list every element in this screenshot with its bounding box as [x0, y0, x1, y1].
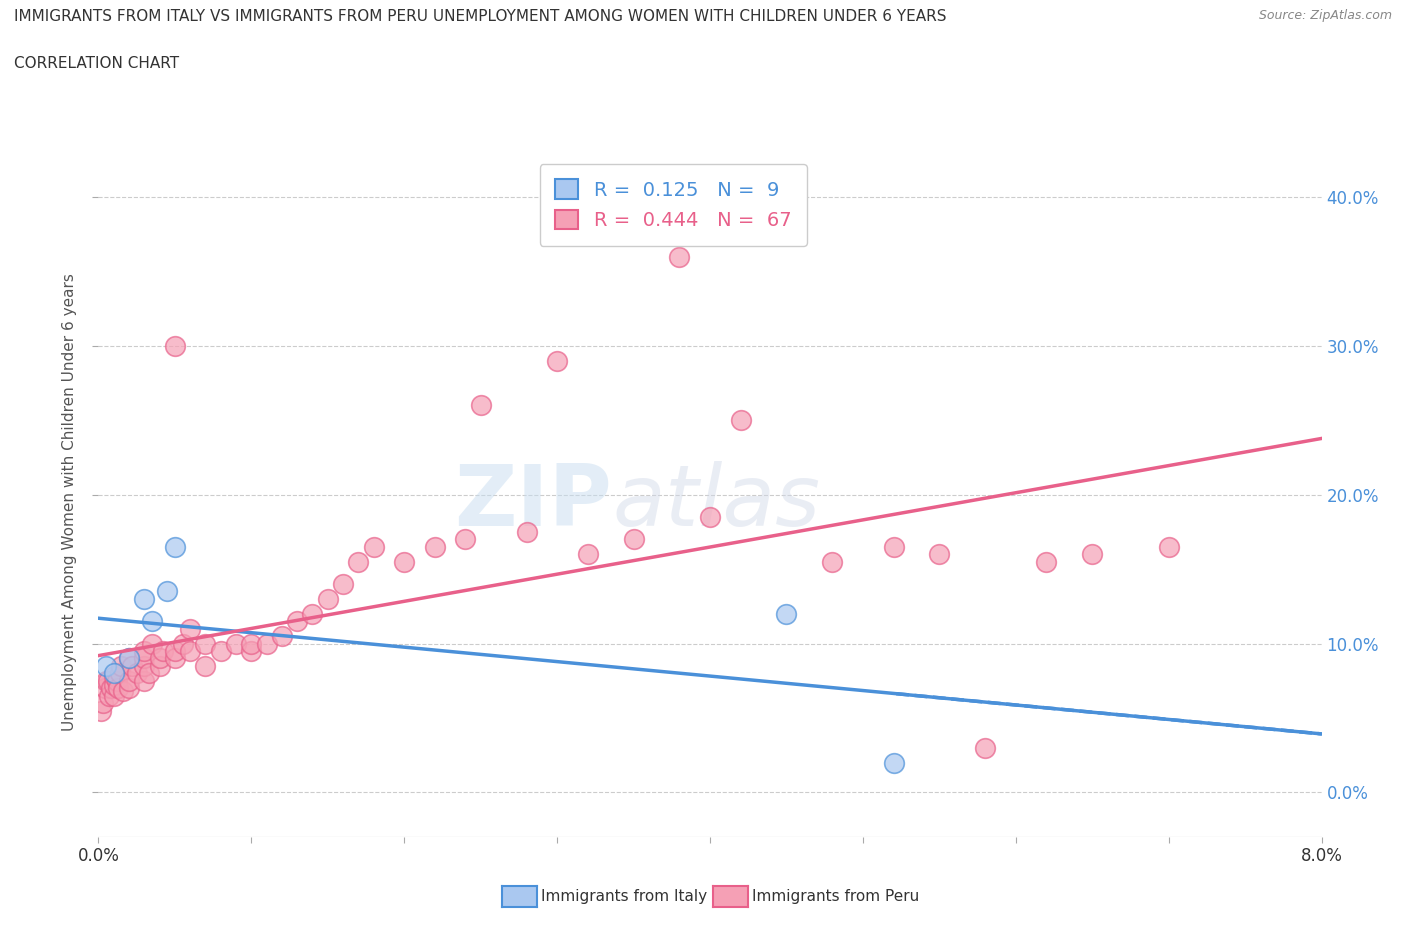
Point [149, 658, 172, 673]
Point [91, 696, 114, 711]
Point [240, 644, 263, 658]
Point [928, 547, 950, 562]
Point [107, 681, 129, 696]
Point [163, 644, 186, 658]
Point [118, 651, 141, 666]
Point [172, 636, 194, 651]
Point [668, 249, 690, 264]
Point [270, 629, 294, 644]
Point [121, 658, 143, 673]
Point [94, 673, 117, 688]
Point [821, 554, 844, 569]
Text: atlas: atlas [612, 460, 820, 544]
Point [103, 678, 125, 693]
Point [332, 577, 354, 591]
Point [103, 688, 125, 703]
Point [152, 644, 174, 658]
Text: Immigrants from Italy: Immigrants from Italy [541, 889, 707, 904]
Point [156, 584, 179, 599]
Point [209, 644, 232, 658]
Point [883, 539, 905, 554]
Point [141, 636, 163, 651]
Point [974, 740, 997, 755]
Point [98, 688, 121, 703]
Point [103, 666, 125, 681]
Point [94, 658, 117, 673]
Point [149, 651, 172, 666]
Point [516, 525, 538, 539]
Point [623, 532, 645, 547]
Point [90, 703, 112, 718]
Point [1081, 547, 1104, 562]
Point [883, 755, 905, 770]
Point [138, 666, 160, 681]
Text: Immigrants from Peru: Immigrants from Peru [752, 889, 920, 904]
Point [103, 669, 125, 684]
Point [316, 591, 339, 606]
Text: CORRELATION CHART: CORRELATION CHART [14, 56, 179, 71]
Point [730, 413, 752, 428]
Point [93, 681, 115, 696]
Point [134, 673, 156, 688]
Point [423, 539, 446, 554]
Point [163, 339, 186, 353]
Point [225, 636, 247, 651]
Point [699, 510, 721, 525]
Point [179, 621, 201, 636]
Point [134, 651, 156, 666]
Point [194, 658, 217, 673]
Point [125, 666, 148, 681]
Point [163, 539, 186, 554]
Point [97, 673, 120, 688]
Point [105, 673, 128, 688]
Point [134, 658, 156, 673]
Point [240, 636, 263, 651]
Point [546, 353, 568, 368]
Point [194, 636, 217, 651]
Point [108, 666, 131, 681]
Point [363, 539, 385, 554]
Point [470, 398, 492, 413]
Point [100, 681, 122, 696]
Text: IMMIGRANTS FROM ITALY VS IMMIGRANTS FROM PERU UNEMPLOYMENT AMONG WOMEN WITH CHIL: IMMIGRANTS FROM ITALY VS IMMIGRANTS FROM… [14, 9, 946, 24]
Point [285, 614, 308, 629]
Point [1157, 539, 1180, 554]
Point [134, 644, 156, 658]
Point [775, 606, 797, 621]
Point [179, 644, 201, 658]
Point [111, 684, 134, 698]
Text: ZIP: ZIP [454, 460, 612, 544]
Point [576, 547, 599, 562]
Point [118, 673, 141, 688]
Legend: R =  0.125   N =  9, R =  0.444   N =  67: R = 0.125 N = 9, R = 0.444 N = 67 [540, 164, 807, 246]
Point [347, 554, 370, 569]
Point [118, 651, 141, 666]
Text: Source: ZipAtlas.com: Source: ZipAtlas.com [1258, 9, 1392, 22]
Point [256, 636, 278, 651]
Point [110, 658, 132, 673]
Point [392, 554, 416, 569]
Point [1035, 554, 1057, 569]
Point [118, 681, 141, 696]
Point [454, 532, 477, 547]
Y-axis label: Unemployment Among Women with Children Under 6 years: Unemployment Among Women with Children U… [62, 273, 77, 731]
Point [301, 606, 323, 621]
Point [134, 591, 156, 606]
Point [163, 651, 186, 666]
Point [141, 614, 163, 629]
